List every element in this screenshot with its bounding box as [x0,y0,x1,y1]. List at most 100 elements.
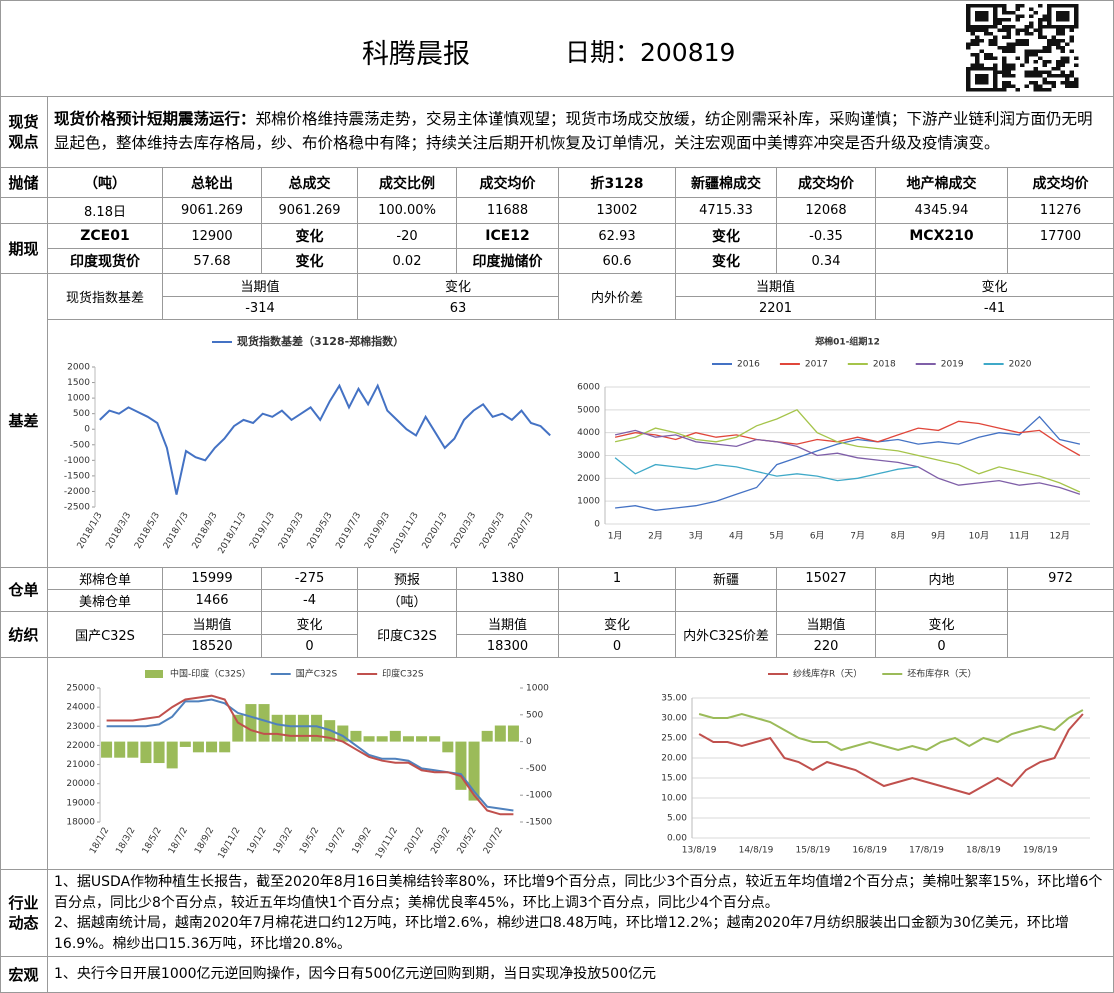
line [99,383,551,495]
bar [232,714,244,742]
x-tick-label: 2020/3/3 [449,511,478,551]
section-label [0,658,48,870]
x-tick-label: 2018/7/3 [162,511,191,551]
reserve-value: 4715.33 [676,198,777,224]
y-tick-label: 10.00 [661,794,687,804]
legend-label: 坯布库存R（天） [907,668,976,680]
warehouse-cell: 1380 [457,568,559,590]
bar [127,741,139,758]
warehouse-cell: -275 [262,568,358,590]
line [614,429,1081,495]
basis-head: 变化 [358,274,559,297]
x-tick-label: 8月 [891,531,906,542]
section-label: 基差 [0,274,48,568]
report-title: 科腾晨报 [362,39,470,70]
bar [114,741,126,758]
x-tick-label: 2月 [648,531,663,542]
y-tick-label: 4000 [577,428,600,438]
futures-cell: 60.6 [559,249,676,274]
textile-name: 印度C32S [358,612,457,658]
textile-value: 0 [559,635,676,658]
textile-head: 变化 [876,612,1008,635]
x-tick-label: 2018/3/3 [104,511,133,551]
y-tick-label: 500 [526,710,543,720]
y-tick-label: 3000 [577,451,600,461]
y-tick-label: 6000 [577,383,600,393]
section-label: 纺织 [0,612,48,658]
header: 科腾晨报 日期：200819 [0,0,1114,97]
textile-head: 变化 [559,612,676,635]
warehouse-cell: -4 [262,590,358,612]
reserve-value: 13002 [559,198,676,224]
x-tick-label: 18/5/2 [141,826,164,856]
y-tick-label: 0 [526,737,532,747]
basis-name: 现货指数基差 [48,274,163,320]
line [698,713,1084,796]
legend-label: 中国-印度（C32S） [170,668,251,680]
legend-label: 纱线库存R（天） [793,668,862,680]
basis-value: 2201 [676,297,876,320]
bar [429,736,441,742]
x-tick-label: 10月 [969,531,989,542]
futures-cell: -0.35 [777,224,876,249]
y-tick-label: 1000 [67,394,90,404]
basis-value: 63 [358,297,559,320]
futures-cell: 变化 [676,249,777,274]
reserve-value: 8.18日 [48,198,163,224]
industry-item: 1、据USDA作物种植生长报告，截至2020年8月16日美棉结铃率80%，环比增… [54,874,1103,911]
x-tick-label: 18/1/2 [88,826,111,856]
x-tick-label: 3月 [689,531,704,542]
x-tick-label: 2018/9/3 [191,511,220,551]
x-tick-label: 1月 [608,531,623,542]
textile-value: 0 [876,635,1008,658]
warehouse-cell: 1466 [163,590,262,612]
bar [337,725,349,742]
bar [507,725,519,742]
bar [166,741,178,769]
x-tick-label: 11月 [1009,531,1029,542]
basis-value: -314 [163,297,358,320]
bar [481,730,493,742]
textile-head: 当期值 [457,612,559,635]
x-tick-label: 19/11/2 [374,826,400,861]
line [614,420,1081,457]
x-tick-label: 19/7/2 [324,826,347,856]
warehouse-cell [876,590,1008,612]
x-tick-label: 7月 [850,531,865,542]
reserve-header: （吨） [48,168,163,198]
line [614,457,919,482]
warehouse-cell: 美棉仓单 [48,590,163,612]
views: 现货价格预计短期震荡运行：郑棉价格维持震荡走势，交易主体谨慎观望；现货市场成交放… [48,97,1114,168]
y-tick-label: -1500 [526,818,552,828]
futures-cell: 印度抛储价 [457,249,559,274]
y-tick-label: 21000 [66,760,95,770]
basis-name: 内外价差 [559,274,676,320]
chart-title: 郑棉01-组期12 [815,336,880,348]
y-tick-label: 1000 [526,684,549,694]
legend-label: 2016 [737,360,760,370]
bar [363,736,375,742]
x-tick-label: 2020/5/3 [478,511,507,551]
x-tick-label: 2018/1/3 [76,511,105,551]
futures-cell: 0.02 [358,249,457,274]
x-tick-label: 13/8/19 [682,846,717,856]
y-tick-label: -1000 [64,456,90,466]
futures-cell: 12900 [163,224,262,249]
section-label: 现货观点 [0,97,48,168]
reserve-header: 总成交 [262,168,358,198]
x-tick-label: 2019/3/3 [277,511,306,551]
futures-cell: -20 [358,224,457,249]
textile-head: 变化 [262,612,358,635]
views-text: 郑棉价格维持震荡走势，交易主体谨慎观望；现货市场成交放缓，纺企刚需采补库，采购谨… [54,110,1093,152]
y-tick-label: 1000 [577,497,600,507]
futures-cell: 57.68 [163,249,262,274]
x-tick-label: 16/8/19 [852,846,887,856]
warehouse-cell: 预报 [358,568,457,590]
industry: 1、据USDA作物种植生长报告，截至2020年8月16日美棉结铃率80%，环比增… [48,870,1114,957]
y-tick-label: -2500 [64,503,90,513]
x-tick-label: 20/5/2 [456,826,479,856]
section-label: 抛储 [0,168,48,198]
bar [468,741,480,801]
x-tick-label: 2020/7/3 [507,511,536,551]
bar [311,714,323,742]
